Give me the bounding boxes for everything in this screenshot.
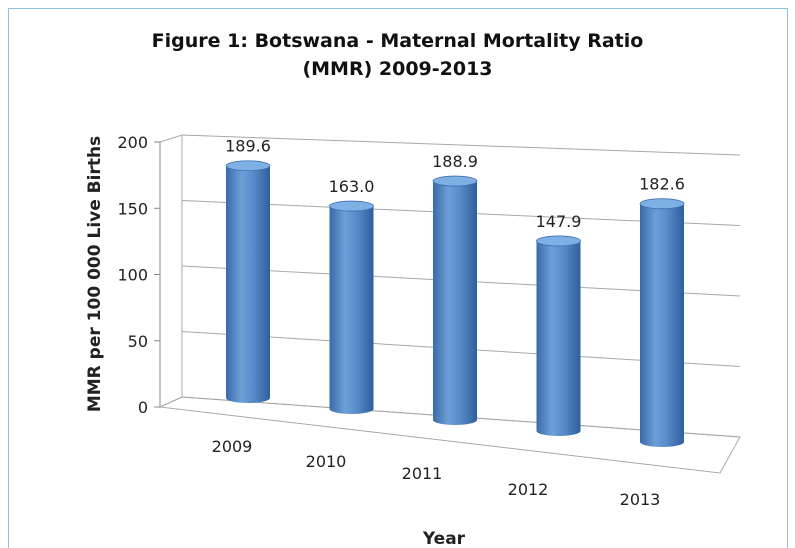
gridline-200 (181, 134, 741, 156)
bar-top-2013 (639, 198, 685, 210)
bar-2009 (225, 160, 271, 403)
bar-top-2011 (432, 175, 478, 187)
y-tick-label-150: 150 (117, 199, 148, 218)
x-tick-label-2012: 2012 (508, 480, 549, 499)
x-tick-label-2013: 2013 (620, 490, 661, 509)
bar-body-2013 (640, 203, 684, 447)
bar-2011 (432, 175, 478, 425)
x-tick-label-2011: 2011 (402, 464, 443, 483)
data-label-2012: 147.9 (536, 212, 582, 231)
chart-title-line-1: Figure 1: Botswana - Maternal Mortality … (151, 30, 644, 52)
chart-frame (8, 8, 788, 548)
x-tick-label-2009: 2009 (212, 437, 253, 456)
bar-2010 (329, 200, 374, 414)
x-tick-label-2010: 2010 (306, 452, 347, 471)
bar-body-2009 (226, 165, 270, 403)
bar-2012 (536, 235, 581, 437)
data-label-2009: 189.6 (225, 137, 271, 156)
bar-top-2010 (329, 200, 374, 212)
y-tick-label-0: 0 (138, 398, 148, 417)
data-label-2010: 163.0 (329, 177, 375, 196)
bar-top-2012 (536, 235, 581, 247)
y-tick-label-50: 50 (128, 332, 148, 351)
data-label-2013: 182.6 (639, 175, 685, 194)
x-axis-title: Year (422, 529, 466, 548)
y-axis-title: MMR per 100 000 Live Births (85, 136, 105, 412)
bar-body-2011 (433, 181, 477, 425)
side-wall (159, 134, 183, 408)
data-label-2011: 188.9 (432, 152, 478, 171)
bar-body-2012 (536, 240, 581, 437)
bar-body-2010 (329, 206, 374, 414)
chart-title-line-2: (MMR) 2009-2013 (302, 58, 493, 80)
bar-top-2009 (225, 160, 271, 172)
y-tick-label-100: 100 (117, 266, 148, 285)
y-tick-label-200: 200 (117, 133, 148, 152)
bar-2013 (639, 198, 685, 447)
